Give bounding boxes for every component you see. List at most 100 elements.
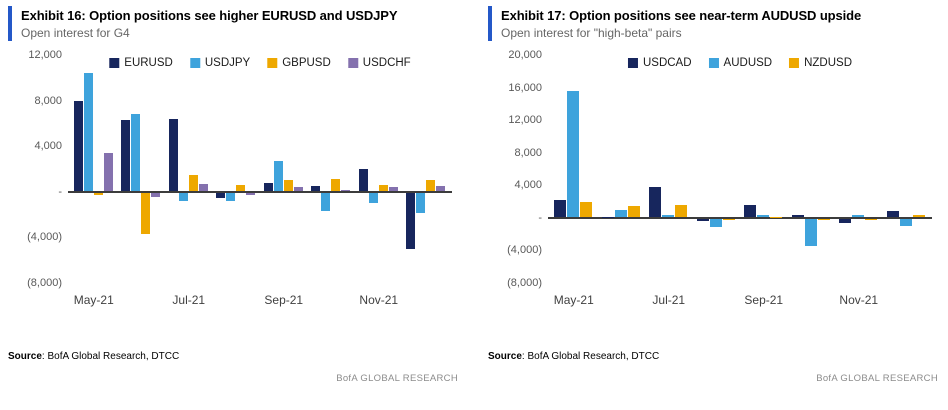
legend: EURUSD USDJPY GBPUSD USDCHF [109, 57, 411, 69]
bar-nzdusd-nov-21 [865, 218, 878, 221]
exhibit-17-chart: USDCAD AUDUSD NZDUSD 20,000 16,000 12,000 8,0… [488, 49, 940, 309]
bar-eurusd-may-21 [73, 100, 83, 191]
bar-gbpusd-may-21 [93, 192, 103, 196]
y-axis-tick: - [538, 211, 542, 224]
bar-nzdusd-aug-21 [722, 218, 735, 221]
legend-label: USDJPY [204, 57, 251, 69]
bar-gbpusd-jul-21 [188, 174, 198, 191]
bar-gbpusd-jun-21 [141, 192, 151, 234]
bar-usdchf-oct-21 [341, 189, 351, 191]
exhibit-16-title: Exhibit 16: Option positions see higher … [21, 8, 398, 23]
bar-nzdusd-oct-21 [817, 218, 830, 221]
bar-eurusd-nov-21 [358, 169, 368, 191]
bar-usdcad-oct-21 [791, 215, 804, 217]
x-axis-tick: Sep-21 [744, 293, 784, 307]
y-axis-tick: 8,000 [34, 94, 62, 107]
y-axis-tick: 8,000 [514, 146, 542, 159]
x-axis-tick: Sep-21 [264, 293, 304, 307]
bar-nzdusd-may-21 [580, 201, 593, 217]
bar-gbpusd-oct-21 [331, 179, 341, 191]
exhibit-16-subtitle: Open interest for G4 [21, 26, 130, 40]
y-axis-tick: 4,000 [34, 140, 62, 153]
legend-item-eurusd: EURUSD [109, 57, 173, 69]
bar-eurusd-jun-21 [121, 119, 131, 191]
y-axis-tick: 4,000 [514, 179, 542, 192]
bar-eurusd-aug-21 [216, 192, 226, 199]
y-axis-tick: (4,000) [27, 231, 62, 244]
y-axis-tick: 12,000 [508, 114, 542, 127]
legend-label: USDCHF [362, 57, 411, 69]
bofa-global-research-watermark: BofA GLOBAL RESEARCH [816, 373, 938, 384]
source-label: Source [488, 351, 522, 362]
bar-audusd-jul-21 [662, 214, 675, 217]
bar-eurusd-dec-21 [406, 192, 416, 249]
zero-axis-line [68, 190, 452, 193]
bar-usdcad-jun-21 [601, 217, 614, 219]
bar-usdchf-nov-21 [388, 187, 398, 191]
source-label: Source [8, 351, 42, 362]
exhibit-17-panel: Exhibit 17: Option positions see near-te… [488, 6, 940, 384]
bar-gbpusd-nov-21 [378, 184, 388, 191]
source-text: : BofA Global Research, DTCC [41, 351, 180, 362]
legend-label: NZDUSD [804, 57, 853, 69]
legend-label: AUDUSD [723, 57, 773, 69]
bar-audusd-nov-21 [852, 214, 865, 217]
x-axis-tick: Nov-21 [359, 293, 399, 307]
legend-swatch-usdchf [347, 58, 358, 68]
exhibit-16-chart: EURUSD USDJPY GBPUSD USDCHF 12,000 8,000 4,00… [8, 49, 460, 309]
plot-area: EURUSD USDJPY GBPUSD USDCHF [68, 55, 452, 283]
bar-usdjpy-may-21 [83, 73, 93, 191]
legend-item-usdcad: USDCAD [627, 57, 692, 69]
legend-item-gbpusd: GBPUSD [267, 57, 331, 69]
x-axis-tick: Nov-21 [839, 293, 879, 307]
exhibit-17-title: Exhibit 17: Option positions see near-te… [501, 8, 862, 23]
source-text: : BofA Global Research, DTCC [521, 351, 660, 362]
bar-usdjpy-sep-21 [273, 161, 283, 191]
x-axis-tick: May-21 [553, 293, 594, 307]
x-axis-tick: Jul-21 [652, 293, 686, 307]
bar-usdchf-may-21 [103, 153, 113, 191]
bar-nzdusd-dec-21 [912, 214, 925, 217]
bofa-global-research-watermark: BofA GLOBAL RESEARCH [336, 373, 458, 384]
y-axis-tick: 12,000 [28, 49, 62, 61]
bar-usdjpy-aug-21 [226, 192, 236, 201]
bar-eurusd-sep-21 [263, 182, 273, 191]
legend-swatch-nzdusd [789, 58, 800, 68]
legend-label: GBPUSD [282, 57, 331, 69]
legend-item-nzdusd: NZDUSD [789, 57, 852, 69]
bar-audusd-dec-21 [899, 218, 912, 227]
bar-eurusd-jul-21 [168, 118, 178, 191]
legend-label: USDCAD [642, 57, 692, 69]
bar-gbpusd-dec-21 [426, 180, 436, 191]
legend-item-usdjpy: USDJPY [189, 57, 251, 69]
y-axis-tick: - [58, 185, 62, 198]
bar-usdjpy-jul-21 [178, 192, 188, 201]
title-accent-bar [8, 6, 12, 41]
bar-usdjpy-oct-21 [321, 192, 331, 212]
exhibit-17-subtitle: Open interest for "high-beta" pairs [501, 26, 682, 40]
legend-swatch-usdcad [627, 58, 638, 68]
y-axis-tick: 20,000 [508, 49, 542, 61]
bar-usdchf-dec-21 [436, 186, 446, 191]
bar-usdcad-dec-21 [886, 210, 899, 217]
bar-audusd-sep-21 [757, 214, 770, 217]
bar-audusd-jun-21 [614, 209, 627, 217]
plot-area: USDCAD AUDUSD NZDUSD [548, 55, 932, 283]
legend-swatch-gbpusd [267, 58, 278, 68]
y-axis-tick: 16,000 [508, 81, 542, 94]
bar-usdchf-jun-21 [151, 192, 161, 198]
zero-axis-line [548, 216, 932, 219]
bar-usdchf-jul-21 [198, 183, 208, 191]
bar-usdchf-sep-21 [293, 187, 303, 191]
y-axis-tick: (8,000) [27, 277, 62, 289]
bar-usdjpy-nov-21 [368, 192, 378, 204]
bar-nzdusd-jun-21 [627, 205, 640, 217]
bar-audusd-may-21 [567, 90, 580, 217]
x-axis-tick: May-21 [73, 293, 114, 307]
bar-gbpusd-sep-21 [283, 180, 293, 191]
bar-usdcad-jul-21 [649, 186, 662, 217]
bar-usdchf-aug-21 [246, 192, 256, 196]
bar-usdcad-sep-21 [744, 204, 757, 217]
bar-usdcad-may-21 [554, 199, 567, 217]
bar-usdjpy-dec-21 [416, 192, 426, 214]
